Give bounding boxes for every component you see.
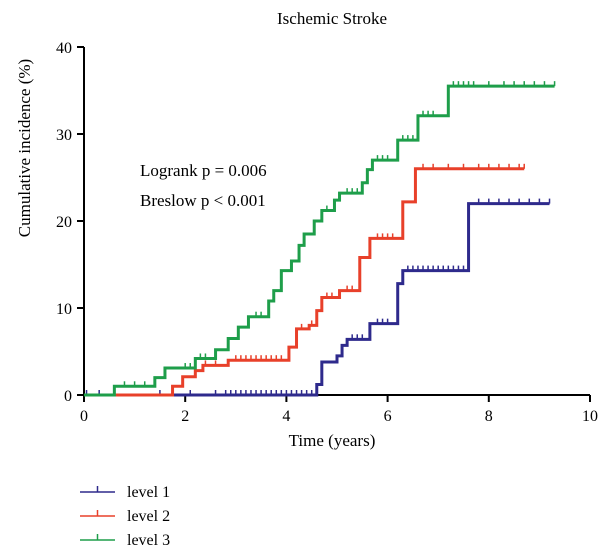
y-tick-label: 40	[56, 40, 72, 57]
legend-item-level-1: level 1	[80, 484, 170, 501]
x-tick-label: 2	[181, 408, 189, 425]
y-tick-label: 10	[56, 301, 72, 318]
series-line-level-2	[84, 167, 525, 397]
breslow-annotation: Breslow p < 0.001	[140, 191, 266, 210]
legend-item-level-2: level 2	[80, 508, 170, 525]
legend-label-level-1: level 1	[127, 484, 170, 501]
series-level-1	[84, 198, 551, 397]
y-axis: 0 10 20 30 40	[56, 40, 85, 405]
x-axis-label: Time (years)	[289, 431, 376, 450]
x-tick-label: 8	[485, 408, 493, 425]
y-tick-label: 30	[56, 127, 72, 144]
x-tick-label: 10	[582, 408, 598, 425]
x-tick-label: 0	[80, 408, 88, 425]
series-line-level-3	[84, 84, 555, 397]
y-tick-label: 0	[64, 388, 72, 405]
y-axis-label: Cumulative incidence (%)	[15, 59, 34, 237]
legend: level 1 level 2 level 3	[80, 484, 170, 549]
series-line-level-1	[84, 202, 550, 397]
series-layer	[84, 81, 556, 397]
legend-item-level-3: level 3	[80, 532, 170, 549]
x-axis: 0 2 4 6 8 10	[80, 394, 598, 425]
x-tick-label: 6	[384, 408, 392, 425]
legend-label-level-2: level 2	[127, 508, 170, 525]
series-level-2	[84, 163, 525, 397]
logrank-annotation: Logrank p = 0.006	[140, 161, 267, 180]
series-level-3	[84, 81, 556, 397]
chart-title: Ischemic Stroke	[277, 9, 387, 28]
x-tick-label: 4	[282, 408, 290, 425]
y-tick-label: 20	[56, 214, 72, 231]
legend-label-level-3: level 3	[127, 532, 170, 549]
